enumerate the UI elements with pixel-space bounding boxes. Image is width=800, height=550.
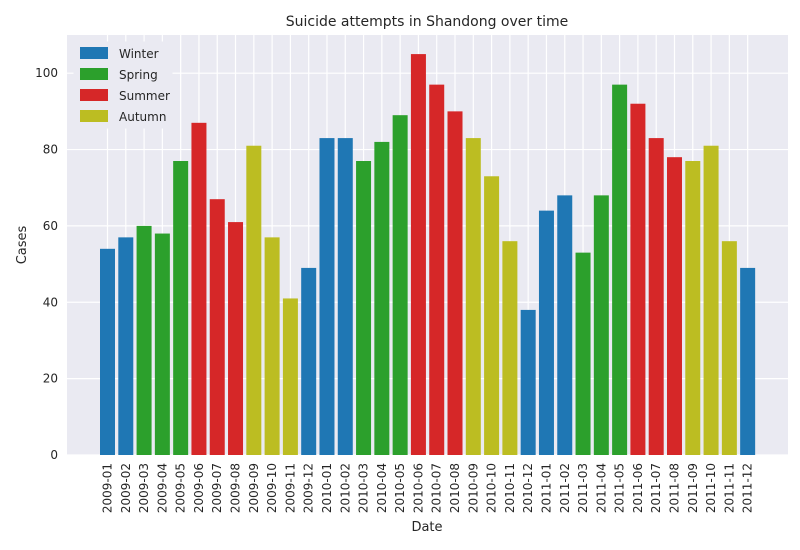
bar (374, 141, 390, 455)
x-tick-label: 2010-11 (503, 463, 517, 513)
bar (630, 103, 646, 456)
legend: Winter Spring Summer Autumn (73, 41, 173, 129)
x-tick-label: 2011-02 (558, 463, 572, 513)
x-tick-label: 2011-09 (686, 463, 700, 513)
y-axis-title: Cases (15, 225, 30, 264)
x-tick-label: 2010-08 (448, 463, 462, 513)
y-axis-ticks: 0 20 40 60 80 100 (35, 66, 58, 462)
bar (319, 138, 335, 455)
x-tick-label: 2010-05 (393, 463, 407, 513)
bar (575, 252, 591, 455)
legend-swatch (80, 110, 108, 122)
x-tick-label: 2011-07 (649, 463, 663, 513)
bar (648, 138, 664, 455)
bar (246, 145, 262, 455)
chart-title: Suicide attempts in Shandong over time (286, 14, 569, 30)
bar (118, 237, 134, 455)
x-tick-label: 2009-01 (101, 463, 115, 513)
legend-label: Summer (119, 89, 170, 103)
x-tick-label: 2010-01 (320, 463, 334, 513)
x-tick-label: 2009-10 (265, 463, 279, 513)
legend-swatch (80, 47, 108, 59)
bar-series (100, 54, 756, 456)
bar (410, 54, 426, 455)
x-tick-label: 2011-03 (576, 463, 590, 513)
x-tick-label: 2010-07 (430, 463, 444, 513)
x-tick-label: 2009-03 (137, 463, 151, 513)
bar (740, 267, 756, 455)
x-tick-label: 2010-02 (338, 463, 352, 513)
bar (173, 161, 189, 455)
x-tick-label: 2011-10 (704, 463, 718, 513)
bar (502, 241, 518, 455)
y-tick-label: 80 (43, 143, 58, 157)
x-tick-label: 2010-04 (375, 463, 389, 513)
x-tick-label: 2009-08 (229, 463, 243, 513)
y-tick-label: 40 (43, 295, 58, 309)
bar (264, 237, 280, 455)
x-tick-label: 2010-09 (466, 463, 480, 513)
bar (228, 222, 244, 455)
bar (301, 267, 317, 455)
bar (282, 298, 298, 455)
legend-box (73, 41, 173, 129)
x-tick-label: 2011-12 (741, 463, 755, 513)
bar (337, 138, 353, 455)
x-axis-ticks: 2009-01 2009-02 2009-03 2009-04 2009-05 2009-… (101, 463, 755, 513)
x-axis-title: Date (411, 520, 442, 535)
bar (484, 176, 500, 456)
x-tick-label: 2010-06 (411, 463, 425, 513)
x-tick-label: 2011-11 (722, 463, 736, 513)
y-tick-label: 100 (35, 66, 58, 80)
x-tick-label: 2009-02 (119, 463, 133, 513)
x-tick-label: 2009-11 (283, 463, 297, 513)
bar (447, 111, 463, 455)
bar (392, 115, 408, 455)
bar (593, 195, 609, 455)
bar (100, 248, 115, 455)
x-tick-label: 2009-12 (302, 463, 316, 513)
bar (538, 210, 554, 455)
x-tick-label: 2011-08 (667, 463, 681, 513)
bar (685, 161, 701, 455)
x-tick-label: 2011-01 (539, 463, 553, 513)
x-tick-label: 2011-06 (631, 463, 645, 513)
bar (703, 145, 719, 455)
bar (721, 241, 737, 455)
bar (465, 138, 481, 455)
legend-label: Autumn (119, 110, 166, 124)
x-tick-label: 2010-03 (357, 463, 371, 513)
x-tick-label: 2009-05 (174, 463, 188, 513)
bar (136, 225, 152, 455)
legend-swatch (80, 89, 108, 101)
y-tick-label: 0 (50, 448, 58, 462)
x-tick-label: 2009-09 (247, 463, 261, 513)
x-tick-label: 2011-04 (594, 463, 608, 513)
bar (191, 122, 207, 456)
legend-label: Winter (119, 47, 159, 61)
bar (612, 84, 628, 456)
y-tick-label: 20 (43, 372, 58, 386)
bar (557, 195, 573, 455)
bar (429, 84, 445, 456)
bar (666, 157, 682, 455)
legend-label: Spring (119, 68, 158, 82)
bar (520, 309, 536, 455)
x-tick-label: 2011-05 (613, 463, 627, 513)
bar (154, 233, 170, 455)
x-tick-label: 2010-10 (485, 463, 499, 513)
y-tick-label: 60 (43, 219, 58, 233)
x-tick-label: 2009-04 (155, 463, 169, 513)
legend-swatch (80, 68, 108, 80)
x-tick-label: 2010-12 (521, 463, 535, 513)
bar (209, 199, 225, 455)
x-tick-label: 2009-07 (210, 463, 224, 513)
bar (356, 161, 372, 455)
x-tick-label: 2009-06 (192, 463, 206, 513)
